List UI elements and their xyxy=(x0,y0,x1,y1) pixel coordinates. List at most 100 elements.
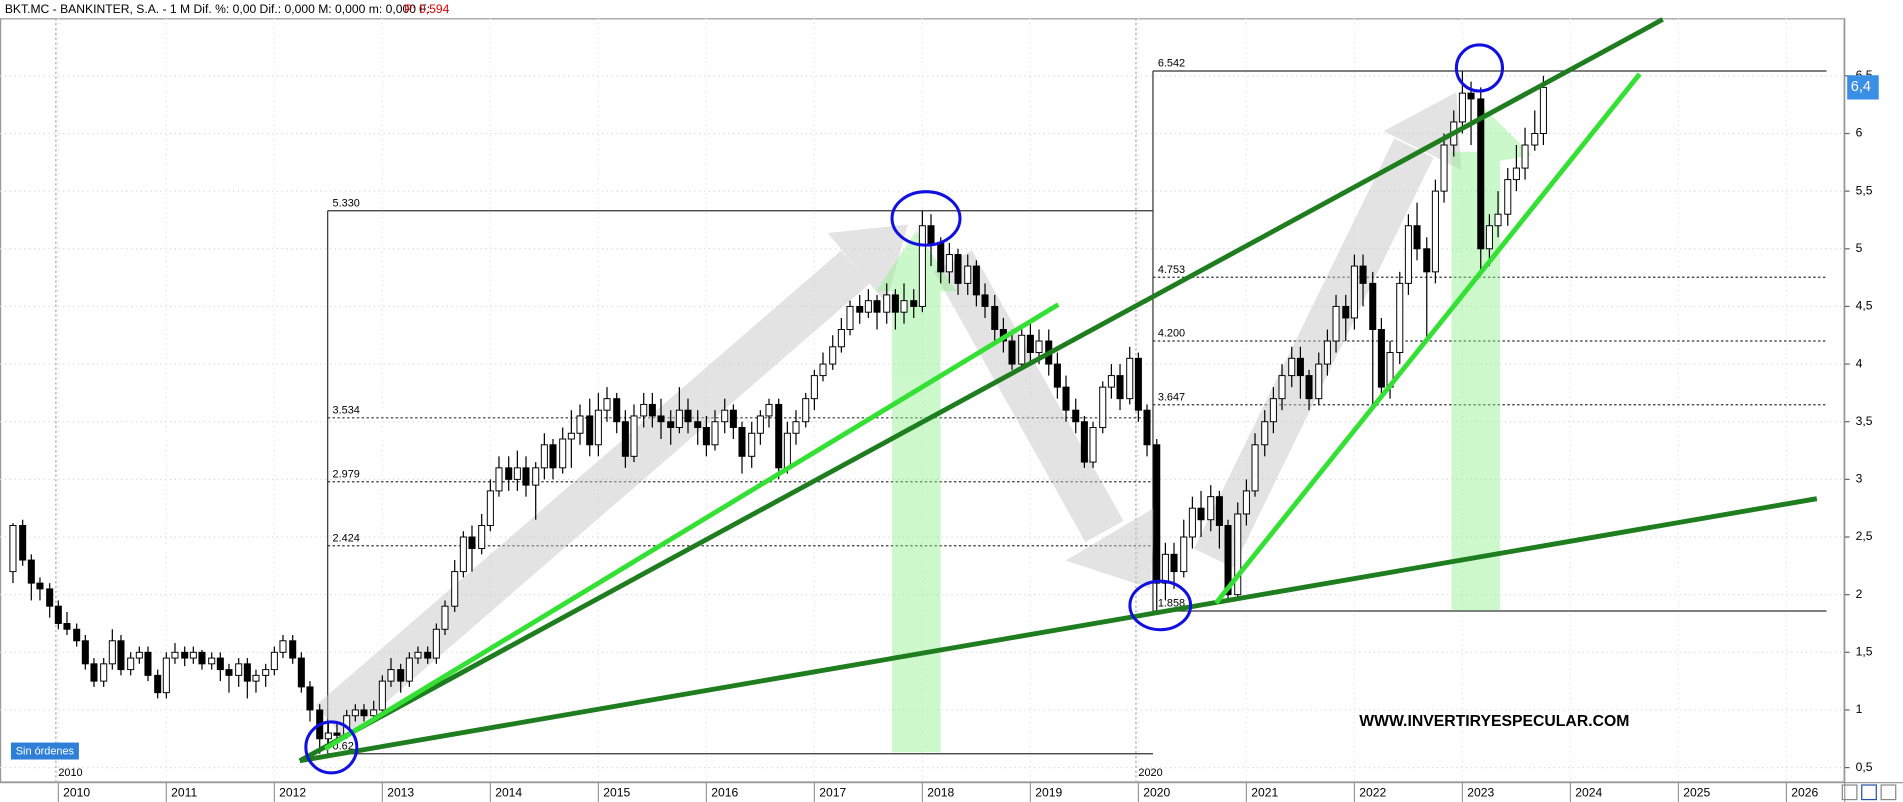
candle-body xyxy=(189,651,197,659)
candle-body xyxy=(1431,190,1439,273)
candle-body xyxy=(424,651,432,659)
y-tick-label: 1,5 xyxy=(1856,645,1873,659)
candle-body xyxy=(1215,496,1223,526)
candle-body xyxy=(1242,490,1250,515)
candle-body xyxy=(73,628,81,642)
candle-body xyxy=(1072,409,1080,423)
candle-body xyxy=(27,559,35,584)
candle-body xyxy=(1008,340,1016,365)
circle xyxy=(1454,43,1505,93)
candle-body xyxy=(954,254,962,284)
candle-body xyxy=(559,438,567,469)
circle xyxy=(890,190,962,247)
y-tick-label: 1 xyxy=(1856,702,1863,716)
x-tick-label: 2020 xyxy=(1143,786,1170,800)
level-label: 2.979 xyxy=(333,468,360,480)
candle-body xyxy=(486,490,494,526)
y-axis-area xyxy=(1845,19,1902,782)
candle-body xyxy=(910,300,918,307)
candle-body xyxy=(864,300,872,313)
x-tick-label: 2017 xyxy=(819,786,846,800)
candle-body xyxy=(1504,179,1512,215)
green-band xyxy=(892,279,941,753)
candle-body xyxy=(1377,329,1385,388)
x-tick-label: 2026 xyxy=(1791,786,1818,800)
arrow-head xyxy=(1065,507,1156,589)
candle-body xyxy=(891,294,899,313)
candle-body xyxy=(738,427,746,457)
candle-body xyxy=(235,663,243,676)
candle-body xyxy=(451,571,459,607)
candle-body xyxy=(549,444,557,469)
candle-body xyxy=(378,680,386,711)
candle-body xyxy=(1342,305,1350,319)
trend-arrows xyxy=(315,92,1462,739)
candle-body xyxy=(162,657,170,694)
toolbar-icon[interactable] xyxy=(1841,784,1858,801)
candle-body xyxy=(1188,507,1196,538)
x-tick-label: 2022 xyxy=(1359,786,1386,800)
candle-body xyxy=(1197,507,1205,521)
candle-body xyxy=(1107,375,1115,388)
candle-body xyxy=(883,294,891,313)
candle-body xyxy=(937,242,945,273)
y-tick-label: 4,5 xyxy=(1856,299,1873,313)
candle-body xyxy=(783,432,791,469)
toolbar-icon[interactable] xyxy=(1880,784,1897,801)
y-tick-label: 2 xyxy=(1856,587,1863,601)
x-tick-label: 2014 xyxy=(495,786,522,800)
candle-body xyxy=(505,467,513,480)
candle-body xyxy=(144,651,152,676)
candle-body xyxy=(1261,421,1269,446)
candle-body xyxy=(100,663,108,682)
candle-body xyxy=(613,398,621,423)
candle-body xyxy=(1458,92,1466,123)
candle-body xyxy=(1521,144,1529,169)
candle-body xyxy=(1080,421,1088,463)
status-text: Sin órdenes xyxy=(16,746,75,758)
candle-body xyxy=(1134,357,1142,411)
candle-body xyxy=(216,657,224,671)
candle-body xyxy=(1269,398,1277,423)
candle-body xyxy=(387,669,395,682)
level-label: 4.200 xyxy=(1158,328,1185,340)
x-tick-label: 2023 xyxy=(1467,786,1494,800)
candle-body xyxy=(351,709,359,717)
candle-body xyxy=(360,709,368,717)
candle-body xyxy=(729,409,737,428)
candle-body xyxy=(711,421,719,446)
candle-body xyxy=(748,432,756,457)
candle-body xyxy=(694,421,702,428)
candle-body xyxy=(1477,98,1485,250)
support-line xyxy=(299,496,1818,764)
candle-body xyxy=(667,421,675,428)
candle-body xyxy=(1062,386,1070,411)
candle-body xyxy=(306,686,314,711)
toolbar-icon[interactable] xyxy=(1861,784,1877,801)
x-tick-label: 2024 xyxy=(1575,786,1602,800)
candle-body xyxy=(1315,363,1323,400)
candle-body xyxy=(1485,225,1493,250)
circle xyxy=(1128,579,1193,632)
green-band-head xyxy=(1483,106,1532,164)
level-label: 1.858 xyxy=(1158,598,1185,610)
candle-body xyxy=(1288,357,1296,377)
candle-body xyxy=(1359,265,1367,284)
level-label: 6.542 xyxy=(1158,58,1185,70)
candle-body xyxy=(837,329,845,348)
candle-body xyxy=(495,467,503,492)
candle-body xyxy=(81,640,89,665)
x-tick-label: 2019 xyxy=(1035,786,1062,800)
candle-body xyxy=(279,640,287,653)
candle-body xyxy=(918,225,926,307)
candle-body xyxy=(522,467,530,486)
candle-body xyxy=(1126,357,1134,400)
candle-body xyxy=(432,628,440,659)
candle-body xyxy=(90,663,98,682)
candle-body xyxy=(1116,375,1124,400)
candle-body xyxy=(333,732,341,736)
candle-body xyxy=(1396,282,1404,354)
candle-body xyxy=(964,265,972,284)
